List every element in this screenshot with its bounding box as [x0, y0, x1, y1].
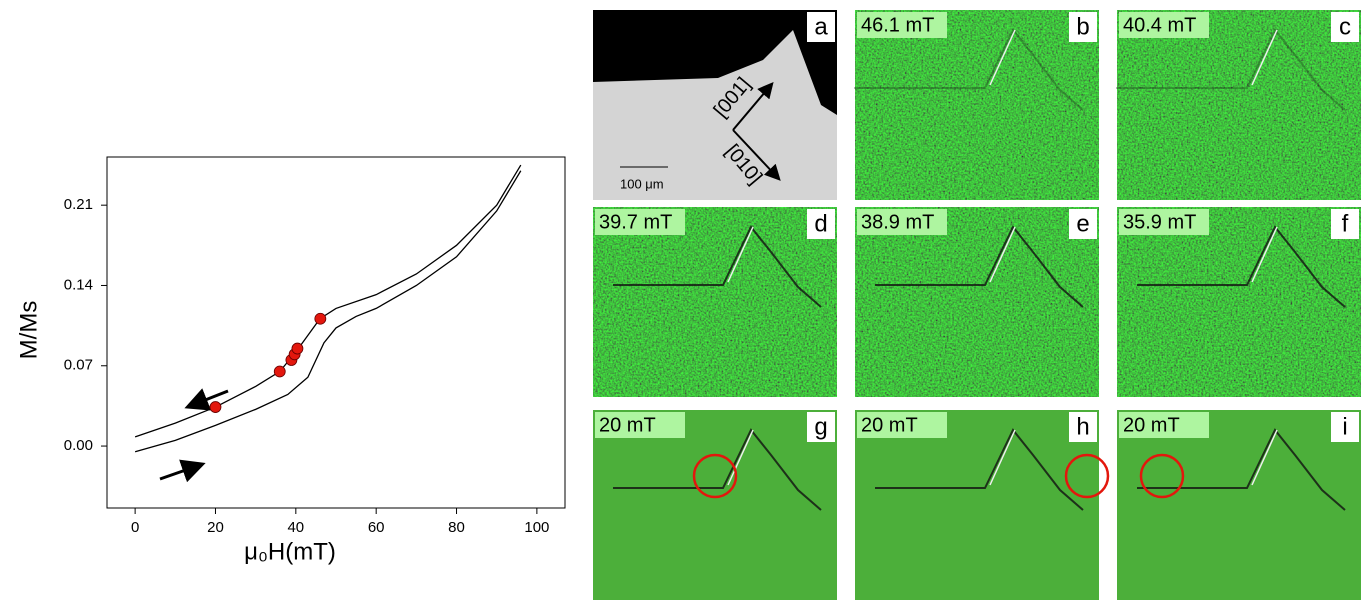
- arrow: [159, 459, 206, 483]
- panel-letter: e: [1076, 210, 1089, 237]
- domain-wall: [875, 225, 1084, 308]
- field-label: 20 mT: [1123, 414, 1180, 436]
- field-label: 46.1 mT: [861, 14, 934, 36]
- data-point: [273, 365, 286, 378]
- mo-noise: [1117, 10, 1361, 200]
- field-label-bg: [1119, 12, 1209, 38]
- letter-bg: [1069, 412, 1097, 442]
- field-label: 39.7 mT: [599, 211, 672, 233]
- mo-noise: [1117, 207, 1361, 397]
- field-label: 38.9 mT: [861, 211, 934, 233]
- x-axis-label: μ₀H(mT): [244, 538, 336, 565]
- mo-noise: [855, 10, 1099, 200]
- highlight-circle: [1064, 453, 1110, 499]
- field-label: 35.9 mT: [1123, 211, 1196, 233]
- domain-wall: [1116, 28, 1346, 111]
- sample-edge: [593, 10, 837, 115]
- letter-bg: [1331, 412, 1359, 442]
- panel-letter: d: [814, 210, 827, 237]
- axis-arrow: [732, 81, 774, 131]
- letter-bg: [1069, 12, 1097, 42]
- domain-wall: [875, 428, 1084, 511]
- letter-bg: [1331, 209, 1359, 239]
- domain-wall: [1251, 29, 1278, 86]
- letter-bg: [807, 412, 835, 442]
- domain-wall: [1251, 226, 1278, 283]
- field-label: 20 mT: [861, 414, 918, 436]
- panel-letter: h: [1076, 413, 1089, 440]
- x-tick-label: 60: [368, 519, 385, 536]
- field-label-bg: [595, 209, 685, 235]
- domain-wall: [989, 429, 1016, 486]
- field-label-bg: [1119, 412, 1209, 438]
- image-panel: 38.9 mT e: [855, 207, 1099, 397]
- highlight-circle: [1139, 453, 1185, 499]
- x-tick-label: 100: [524, 519, 549, 536]
- image-panel: 40.4 mT c: [1116, 10, 1361, 200]
- letter-bg: [807, 12, 835, 42]
- mo-noise: [855, 207, 1099, 397]
- domain-wall: [727, 429, 754, 486]
- field-label-bg: [1119, 209, 1209, 235]
- image-panel: 20 mT g: [593, 410, 837, 600]
- y-axis-label: M/Ms: [15, 301, 42, 360]
- field-label-bg: [857, 412, 947, 438]
- panel-letter: c: [1339, 13, 1351, 40]
- image-panel: 35.9 mT f: [1117, 207, 1361, 397]
- field-label: 20 mT: [599, 414, 656, 436]
- image-panel: 39.7 mT d: [593, 207, 837, 397]
- arrow: [184, 388, 229, 411]
- mo-image: [1117, 410, 1361, 600]
- domain-wall: [727, 226, 754, 283]
- field-label: 40.4 mT: [1123, 14, 1196, 36]
- letter-bg: [807, 209, 835, 239]
- image-panel: 20 mT i: [1117, 410, 1361, 600]
- domain-wall: [1137, 225, 1346, 308]
- image-panel: 20 mT h: [855, 410, 1110, 600]
- data-point: [314, 312, 327, 325]
- panel-letter: g: [814, 413, 827, 440]
- domain-wall: [613, 428, 822, 511]
- y-tick-label: 0.00: [64, 437, 93, 454]
- plot-frame: [106, 156, 566, 509]
- domain-wall: [613, 225, 822, 308]
- panel-letter: f: [1342, 210, 1349, 237]
- x-tick-label: 20: [207, 519, 224, 536]
- panel-letter: i: [1342, 413, 1347, 440]
- domain-wall: [989, 29, 1016, 86]
- mo-image: [593, 410, 837, 600]
- domain-wall: [989, 226, 1016, 283]
- mo-noise: [593, 207, 837, 397]
- curve: [134, 164, 522, 438]
- panel-letter: a: [814, 13, 828, 40]
- letter-bg: [1331, 12, 1359, 42]
- image-panel: 46.1 mT b: [854, 10, 1099, 200]
- scale-label: 100 μm: [620, 176, 664, 191]
- domain-wall: [854, 28, 1084, 111]
- mo-image: [855, 410, 1099, 600]
- axis-arrow: [732, 129, 781, 181]
- field-label-bg: [857, 209, 947, 235]
- letter-bg: [1069, 209, 1097, 239]
- x-tick-label: 0: [131, 519, 139, 536]
- field-label-bg: [857, 12, 947, 38]
- data-point: [209, 401, 222, 413]
- domain-wall: [1251, 429, 1278, 486]
- domain-wall: [1137, 428, 1346, 511]
- curve: [134, 170, 522, 453]
- image-panel: [001][010]100 μma: [593, 10, 837, 200]
- field-label-bg: [595, 412, 685, 438]
- y-tick-label: 0.14: [64, 276, 93, 293]
- y-tick-label: 0.21: [64, 196, 93, 213]
- panel-letter: b: [1076, 13, 1089, 40]
- y-tick-label: 0.07: [64, 357, 93, 374]
- x-tick-label: 40: [287, 519, 304, 536]
- data-point: [291, 342, 304, 355]
- x-tick-label: 80: [448, 519, 465, 536]
- highlight-circle: [692, 453, 738, 499]
